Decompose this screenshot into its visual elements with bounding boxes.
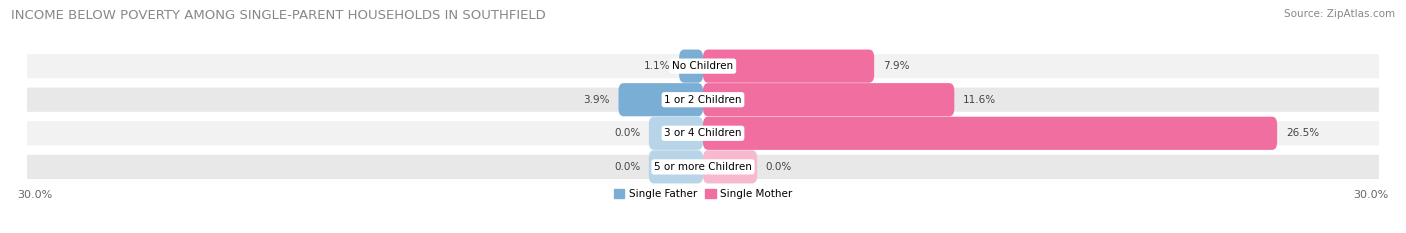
Text: 30.0%: 30.0% (17, 190, 52, 200)
Text: 26.5%: 26.5% (1285, 128, 1319, 138)
Text: INCOME BELOW POVERTY AMONG SINGLE-PARENT HOUSEHOLDS IN SOUTHFIELD: INCOME BELOW POVERTY AMONG SINGLE-PARENT… (11, 9, 546, 22)
Text: 5 or more Children: 5 or more Children (654, 162, 752, 172)
Text: 3.9%: 3.9% (583, 95, 610, 105)
Text: 3 or 4 Children: 3 or 4 Children (664, 128, 742, 138)
Text: 0.0%: 0.0% (614, 162, 640, 172)
Text: 30.0%: 30.0% (1354, 190, 1389, 200)
FancyBboxPatch shape (703, 50, 875, 83)
FancyBboxPatch shape (679, 50, 703, 83)
Text: 1.1%: 1.1% (644, 61, 671, 71)
Text: 0.0%: 0.0% (766, 162, 792, 172)
Text: 1 or 2 Children: 1 or 2 Children (664, 95, 742, 105)
Text: No Children: No Children (672, 61, 734, 71)
FancyBboxPatch shape (27, 155, 1379, 179)
FancyBboxPatch shape (703, 117, 1277, 150)
FancyBboxPatch shape (27, 88, 1379, 112)
Text: 11.6%: 11.6% (963, 95, 995, 105)
Text: Source: ZipAtlas.com: Source: ZipAtlas.com (1284, 9, 1395, 19)
FancyBboxPatch shape (648, 150, 703, 183)
FancyBboxPatch shape (703, 83, 955, 116)
Text: 7.9%: 7.9% (883, 61, 910, 71)
Text: 0.0%: 0.0% (614, 128, 640, 138)
FancyBboxPatch shape (27, 121, 1379, 145)
FancyBboxPatch shape (648, 117, 703, 150)
FancyBboxPatch shape (27, 54, 1379, 78)
FancyBboxPatch shape (703, 150, 758, 183)
Legend: Single Father, Single Mother: Single Father, Single Mother (610, 185, 796, 203)
FancyBboxPatch shape (619, 83, 703, 116)
